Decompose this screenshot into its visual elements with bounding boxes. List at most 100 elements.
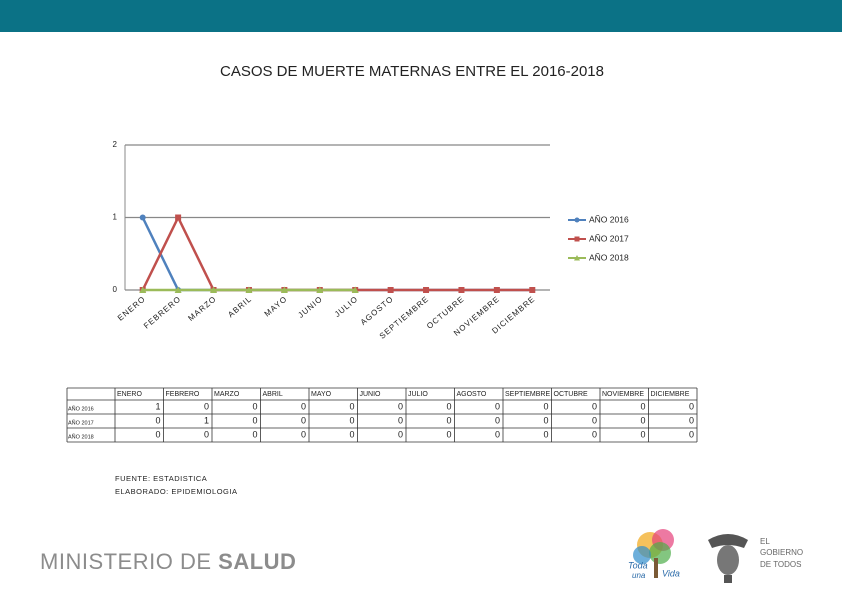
ministry-logo: MINISTERIO DE SALUD — [40, 549, 296, 574]
table-cell: 0 — [640, 415, 645, 425]
marker — [245, 286, 253, 293]
legend-marker — [574, 217, 580, 223]
tree-logo: Toda una Vida — [628, 529, 680, 580]
marker — [529, 287, 536, 293]
table-header: JUNIO — [360, 391, 382, 398]
table-cell: 0 — [495, 401, 500, 411]
marker — [280, 286, 288, 293]
chart-title: CASOS DE MUERTE MATERNAS ENTRE EL 2016-2… — [220, 63, 604, 80]
ministry-bold: SALUD — [218, 549, 296, 574]
table-header: ENERO — [117, 391, 142, 398]
table-header: JULIO — [408, 391, 428, 398]
author: ELABORADO: EPIDEMIOLOGIA — [115, 487, 237, 496]
table-cell: 0 — [252, 415, 257, 425]
x-tick-label: ENERO — [116, 294, 147, 322]
table-cell: 0 — [689, 415, 694, 425]
legend-label: AÑO 2017 — [589, 233, 629, 243]
table-cell: 0 — [204, 401, 209, 411]
series-line — [141, 216, 533, 292]
tree-text: una — [632, 571, 646, 580]
table-cell: 0 — [301, 401, 306, 411]
table-cell: 0 — [592, 415, 597, 425]
table-cell: 0 — [543, 415, 548, 425]
table-cell: 0 — [301, 415, 306, 425]
table-cell: 0 — [640, 429, 645, 439]
tree-text: Toda — [628, 560, 648, 570]
x-tick-label: MAYO — [263, 294, 289, 318]
gov-text: DE TODOS — [760, 560, 802, 569]
table-cell: 0 — [446, 415, 451, 425]
x-tick-label: FEBRERO — [142, 294, 183, 330]
x-tick-label: MARZO — [186, 294, 218, 323]
ministry-text: MINISTERIO DE — [40, 549, 212, 574]
table-cell: 0 — [252, 429, 257, 439]
x-tick-label: AGOSTO — [359, 294, 395, 327]
table-cell: 1 — [155, 401, 160, 411]
x-tick-label: JULIO — [333, 294, 360, 319]
source: FUENTE: ESTADISTICA — [115, 474, 207, 483]
table-cell: 0 — [349, 429, 354, 439]
top-band — [0, 0, 842, 32]
legend-label: AÑO 2018 — [589, 252, 629, 262]
row-label: AÑO 2017 — [68, 419, 94, 426]
marker — [139, 286, 147, 293]
table-cell: 0 — [592, 429, 597, 439]
table-cell: 0 — [543, 401, 548, 411]
marker — [458, 287, 465, 293]
gov-text: GOBIERNO — [760, 548, 803, 557]
table-header: ABRIL — [263, 391, 283, 398]
table-cell: 0 — [398, 401, 403, 411]
y-tick-label: 1 — [113, 213, 118, 222]
table-cell: 0 — [543, 429, 548, 439]
series-line — [141, 214, 533, 292]
marker — [174, 286, 182, 293]
x-tick-label: ABRIL — [226, 294, 253, 319]
marker — [493, 287, 500, 293]
marker — [423, 287, 430, 293]
table-cell: 0 — [155, 429, 160, 439]
legend-marker — [574, 255, 580, 261]
table-cell: 0 — [640, 401, 645, 411]
marker — [175, 214, 182, 221]
marker — [139, 214, 146, 221]
table-header: MARZO — [214, 391, 240, 398]
marker — [351, 286, 359, 293]
table-cell: 0 — [252, 401, 257, 411]
table-cell: 0 — [398, 429, 403, 439]
table-header: FEBRERO — [166, 391, 200, 398]
table-header: OCTUBRE — [554, 391, 589, 398]
table-header: SEPTIEMBRE — [505, 391, 550, 398]
marker — [387, 287, 394, 293]
y-tick-label: 0 — [113, 285, 118, 294]
table-header: NOVIEMBRE — [602, 391, 644, 398]
table-header: MAYO — [311, 391, 332, 398]
table-cell: 0 — [689, 429, 694, 439]
crest — [708, 534, 748, 583]
legend-marker — [574, 236, 580, 242]
x-tick-label: JUNIO — [296, 294, 324, 320]
marker — [316, 286, 324, 293]
table-cell: 0 — [349, 401, 354, 411]
table-cell: 0 — [446, 401, 451, 411]
table-cell: 0 — [495, 429, 500, 439]
table-header: DICIEMBRE — [651, 391, 690, 398]
table-header: AGOSTO — [457, 391, 487, 398]
table-cell: 0 — [155, 415, 160, 425]
table-cell: 0 — [398, 415, 403, 425]
marker — [210, 286, 218, 293]
table-cell: 0 — [349, 415, 354, 425]
row-label: AÑO 2016 — [68, 405, 94, 412]
gov-text: EL — [760, 537, 770, 546]
y-tick-label: 2 — [113, 140, 118, 149]
table-cell: 0 — [301, 429, 306, 439]
legend-label: AÑO 2016 — [589, 214, 629, 224]
row-label: AÑO 2018 — [68, 433, 94, 440]
table-cell: 1 — [204, 415, 209, 425]
table-cell: 0 — [592, 401, 597, 411]
tree-text: Vida — [662, 568, 680, 578]
table-cell: 0 — [495, 415, 500, 425]
table-cell: 0 — [204, 429, 209, 439]
table-cell: 0 — [446, 429, 451, 439]
table-cell: 0 — [689, 401, 694, 411]
